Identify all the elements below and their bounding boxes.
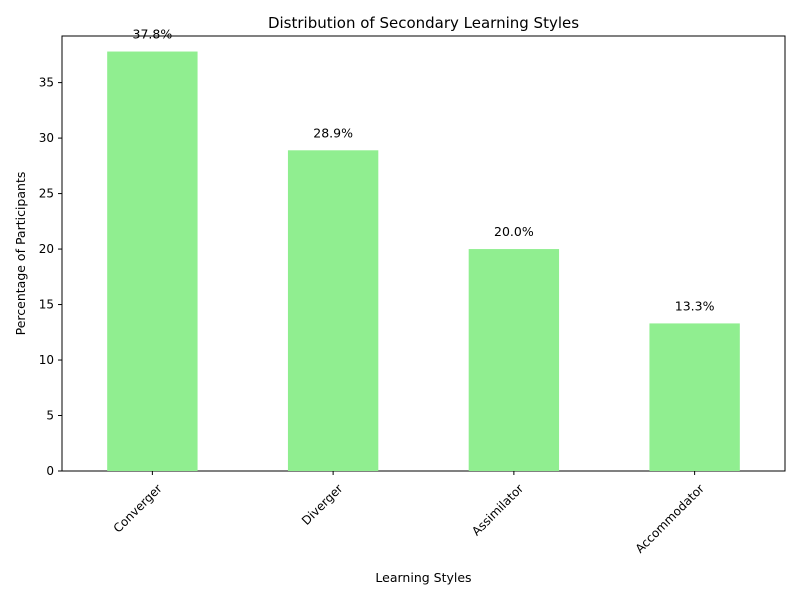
chart-title: Distribution of Secondary Learning Style… [268,14,579,32]
y-axis: 0 5 10 15 20 25 30 35 [39,76,62,478]
data-label-accommodator: 13.3% [675,298,715,313]
x-tick-label-converger: Converger [111,481,165,535]
y-tick-label: 35 [39,76,54,90]
x-tick-label-assimilator: Assimilator [469,481,526,538]
y-tick-label: 0 [46,464,54,478]
y-tick-label: 15 [39,298,54,312]
bar-diverger [287,150,379,471]
data-label-assimilator: 20.0% [494,224,534,239]
x-axis: Converger Diverger Assimilator Accommodator [111,471,707,556]
bars-group [107,51,740,472]
y-tick-label: 30 [39,131,54,145]
bar-converger [107,51,198,472]
x-tick-label-diverger: Diverger [299,481,346,528]
data-label-diverger: 28.9% [313,125,353,140]
bar-assimilator [468,249,560,471]
bar-accommodator [649,323,740,471]
y-tick-label: 20 [39,242,54,256]
y-tick-label: 10 [39,353,54,367]
x-tick-label-accommodator: Accommodator [633,481,707,555]
x-axis-label: Learning Styles [375,570,471,585]
y-tick-label: 5 [46,409,54,423]
y-tick-label: 25 [39,187,54,201]
data-label-converger: 37.8% [133,27,173,42]
y-axis-label: Percentage of Participants [13,172,28,336]
data-labels-group: 37.8% 28.9% 20.0% 13.3% [133,27,715,314]
plot-area [61,35,786,472]
